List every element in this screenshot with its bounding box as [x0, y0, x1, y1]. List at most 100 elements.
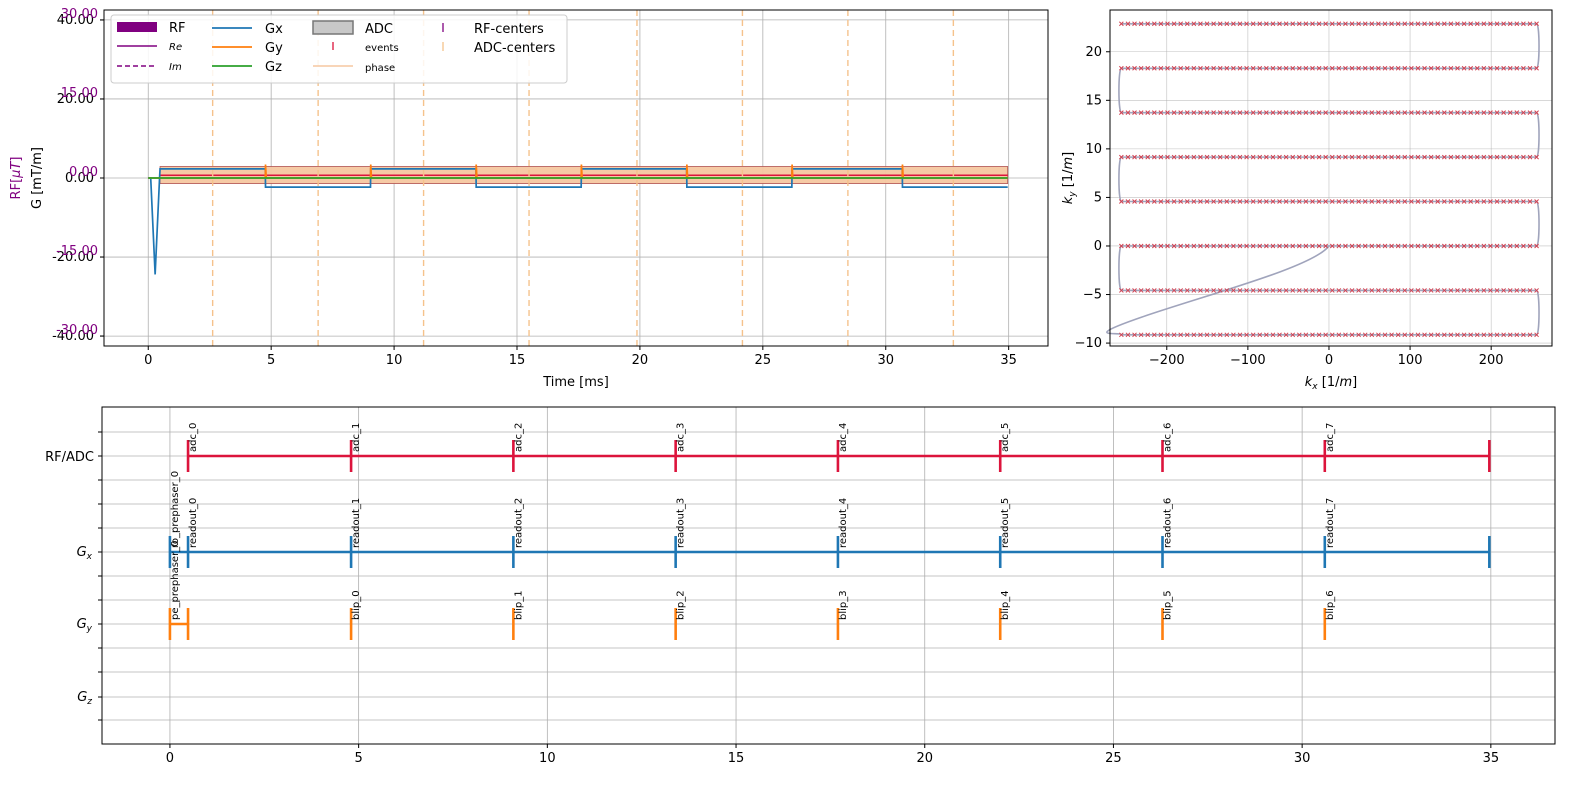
- kspace-sample: [1198, 332, 1203, 338]
- kspace-sample: [1257, 288, 1263, 293]
- kspace-sample: [1224, 154, 1230, 160]
- kspace-sample: [1369, 199, 1375, 204]
- kspace-sample: [1171, 199, 1177, 204]
- kspace-sample: [1204, 332, 1210, 338]
- kspace-sample: [1534, 154, 1539, 160]
- kspace-sample: [1507, 199, 1513, 204]
- kspace-sample: [1356, 65, 1361, 71]
- kspace-sample: [1125, 243, 1131, 249]
- kspace-sample: [1244, 288, 1249, 293]
- kspace-sample: [1494, 154, 1500, 160]
- kspace-sample: [1178, 199, 1184, 204]
- kspace-sample: [1138, 154, 1144, 160]
- sequence-x-tick-label: 0: [144, 353, 152, 368]
- gy-event-label: blip_0: [351, 590, 362, 620]
- series-gx: [148, 168, 1008, 275]
- kspace-sample: [1264, 243, 1269, 249]
- kspace-sample: [1474, 288, 1480, 293]
- timeline-events: adc_0 adc_1 adc_2 adc_3 adc_4 adc_5 adc_6 adc_7…: [168, 423, 1491, 640]
- kspace-sample: [1501, 243, 1506, 249]
- kspace-y-axis-label-close: ]: [1061, 152, 1076, 157]
- kspace-sample: [1184, 243, 1190, 249]
- kspace-sample: [1198, 65, 1203, 71]
- timeline-row-label-gz: Gz: [77, 690, 92, 707]
- kspace-sample: [1158, 243, 1164, 249]
- kspace-sample: [1145, 21, 1151, 27]
- kspace-sample: [1244, 199, 1249, 204]
- kspace-x-tick-label: 0: [1325, 353, 1333, 368]
- kspace-sample: [1376, 21, 1381, 27]
- kspace-sample: [1461, 154, 1467, 160]
- kspace-sample: [1501, 199, 1506, 204]
- kspace-sample: [1474, 65, 1480, 71]
- kspace-sample: [1501, 332, 1506, 338]
- kspace-sample: [1145, 110, 1151, 115]
- kspace-sample: [1356, 332, 1361, 338]
- timeline-x-tick-label: 5: [354, 751, 362, 766]
- kspace-sample: [1158, 21, 1164, 27]
- kspace-sample: [1237, 199, 1243, 204]
- kspace-sample: [1409, 110, 1414, 115]
- kspace-sample: [1310, 332, 1315, 338]
- kspace-sample: [1468, 21, 1474, 27]
- kspace-sample: [1323, 154, 1329, 160]
- gradient-y-tick-label: -40.00: [52, 329, 94, 344]
- kspace-sample: [1191, 199, 1197, 204]
- kspace-sample: [1310, 243, 1315, 249]
- kspace-sample: [1481, 332, 1487, 338]
- kspace-sample: [1198, 288, 1203, 293]
- kspace-sample: [1138, 332, 1144, 338]
- kspace-sample: [1521, 243, 1526, 249]
- kspace-sample: [1428, 154, 1434, 160]
- kspace-sample: [1217, 154, 1223, 160]
- kspace-sample: [1362, 243, 1368, 249]
- kspace-sample: [1237, 154, 1243, 160]
- kspace-sample: [1534, 243, 1539, 249]
- kspace-sample: [1402, 21, 1408, 27]
- kspace-sample: [1534, 65, 1539, 71]
- timeline-x-tick-label: 0: [166, 751, 174, 766]
- kspace-sample: [1165, 199, 1170, 204]
- kspace-sample: [1296, 65, 1302, 71]
- kspace-sample: [1455, 21, 1460, 27]
- kspace-sample: [1494, 65, 1500, 71]
- rfadc-event-label: adc_3: [676, 423, 687, 452]
- kspace-x-axis-label: kx [1/m]: [1305, 375, 1357, 392]
- kspace-sample: [1250, 154, 1256, 160]
- kspace-sample: [1435, 154, 1441, 160]
- gradient-y-tick-label: 20.00: [57, 92, 94, 107]
- sequence-x-tick-label: 10: [386, 353, 403, 368]
- kspace-sample: [1415, 21, 1421, 27]
- kspace-sample: [1488, 288, 1493, 293]
- kspace-sample: [1455, 332, 1460, 338]
- rfadc-event-label: adc_2: [513, 423, 524, 452]
- kspace-sample: [1468, 332, 1474, 338]
- kspace-sample: [1178, 243, 1184, 249]
- kspace-sample: [1178, 332, 1184, 338]
- kspace-x-axis-label-m: m: [1339, 375, 1352, 390]
- gradient-y-tick-label: -20.00: [52, 250, 94, 265]
- gradient-y-tick-label: 40.00: [57, 13, 94, 28]
- kspace-y-axis-label: ky [1/m]: [1061, 152, 1078, 204]
- kspace-sample: [1165, 21, 1170, 27]
- kspace-sample: [1217, 243, 1223, 249]
- gx-event-label: ro_prephaser_0: [170, 471, 181, 548]
- kspace-sample: [1356, 154, 1361, 160]
- kspace-sample: [1468, 110, 1474, 115]
- kspace-sample: [1349, 21, 1355, 27]
- kspace-sample: [1217, 21, 1223, 27]
- kspace-sample: [1158, 332, 1164, 338]
- kspace-sample: [1310, 288, 1315, 293]
- kspace-sample: [1382, 199, 1388, 204]
- kspace-sample: [1468, 199, 1474, 204]
- kspace-sample: [1296, 243, 1302, 249]
- timeline-row-label-main: G: [77, 617, 87, 632]
- kspace-sample: [1488, 110, 1493, 115]
- kspace-sample: [1277, 65, 1282, 71]
- kspace-sample: [1132, 332, 1137, 338]
- kspace-sample: [1455, 65, 1460, 71]
- kspace-sample: [1329, 21, 1335, 27]
- kspace-sample: [1435, 288, 1441, 293]
- kspace-sample: [1118, 332, 1124, 338]
- kspace-sample: [1441, 243, 1447, 249]
